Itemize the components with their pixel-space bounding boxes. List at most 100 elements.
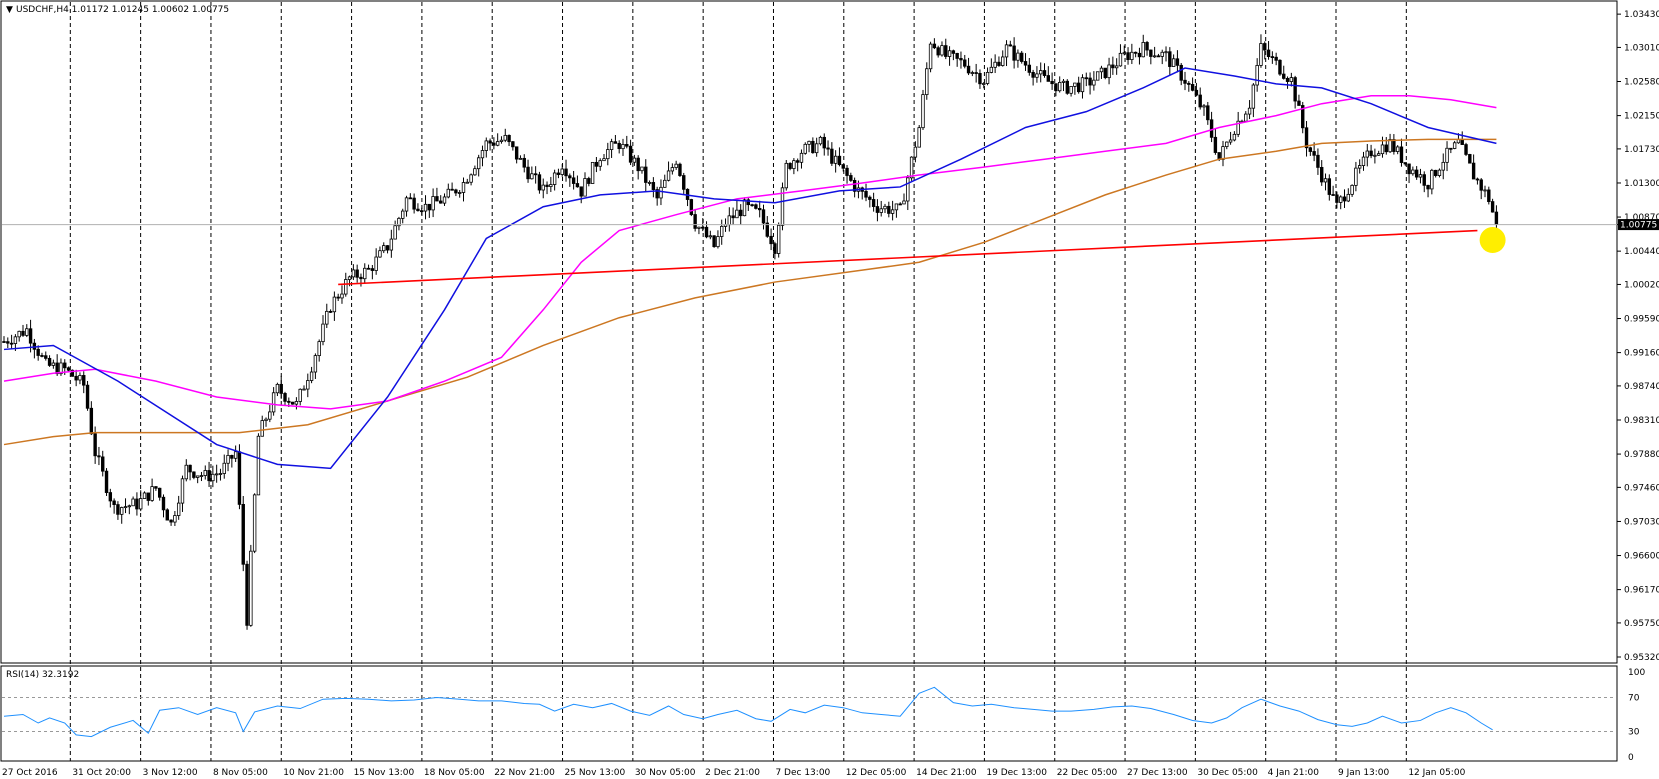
candle-body bbox=[636, 157, 640, 172]
price-tick-label: 1.00440 bbox=[1624, 247, 1659, 257]
candle-body bbox=[1035, 73, 1039, 78]
candle-body bbox=[252, 494, 257, 552]
candle bbox=[1452, 140, 1457, 150]
price-tick-label: 1.03010 bbox=[1624, 43, 1659, 53]
candle bbox=[925, 62, 929, 100]
candle-body bbox=[347, 276, 352, 280]
candle bbox=[993, 54, 997, 74]
candle bbox=[1388, 133, 1392, 154]
candle bbox=[678, 162, 682, 177]
support-trendline[interactable] bbox=[338, 229, 1478, 286]
candle bbox=[871, 192, 876, 212]
candle bbox=[1114, 58, 1119, 75]
candle bbox=[397, 216, 401, 231]
candle bbox=[716, 230, 720, 249]
time-axis: 27 Oct 2016 31 Oct 20:00 3 Nov 12:00 8 Nov … bbox=[2, 768, 1466, 778]
candle-body bbox=[978, 72, 982, 85]
candle bbox=[879, 200, 883, 217]
candle bbox=[1270, 51, 1275, 64]
candle bbox=[154, 486, 158, 491]
candle-body bbox=[6, 341, 10, 344]
candle-body bbox=[811, 140, 815, 154]
candle-body bbox=[13, 336, 18, 344]
candle-body bbox=[55, 362, 59, 375]
candle bbox=[655, 186, 659, 206]
candle-body bbox=[1365, 150, 1369, 158]
candle-body bbox=[682, 175, 686, 190]
candle bbox=[139, 490, 143, 512]
candle-body bbox=[1411, 169, 1415, 175]
candle bbox=[864, 183, 868, 202]
candle-body bbox=[1464, 144, 1468, 155]
candle-body bbox=[321, 323, 325, 343]
candle-body bbox=[283, 393, 287, 402]
candle bbox=[518, 155, 523, 160]
candle-body bbox=[226, 455, 230, 464]
chart-menu-arrow-icon[interactable]: ▼ bbox=[6, 5, 13, 15]
candle-body bbox=[309, 371, 314, 381]
moving-average-fast-line bbox=[3, 67, 1497, 470]
candle-body bbox=[51, 362, 56, 366]
candle-body bbox=[799, 152, 804, 163]
rsi-tick-label: 70 bbox=[1628, 694, 1640, 704]
candle-body bbox=[735, 209, 739, 219]
candle-body bbox=[1297, 100, 1301, 106]
candle bbox=[1373, 148, 1377, 164]
candle bbox=[978, 69, 982, 89]
candle-body bbox=[1137, 52, 1142, 58]
candle-body bbox=[864, 190, 868, 198]
candle bbox=[374, 248, 378, 275]
candle bbox=[1012, 37, 1016, 69]
candle bbox=[420, 207, 424, 216]
price-tick-label: 1.01730 bbox=[1624, 145, 1659, 155]
candle bbox=[363, 263, 367, 284]
candle-body bbox=[47, 357, 52, 366]
candle bbox=[199, 471, 204, 482]
candle bbox=[252, 493, 257, 554]
candle-body bbox=[325, 310, 329, 325]
candle-body bbox=[1141, 42, 1145, 58]
candle bbox=[921, 89, 925, 130]
candle bbox=[442, 193, 447, 206]
candle-body bbox=[890, 209, 895, 214]
candle bbox=[1228, 131, 1233, 145]
candle-body bbox=[704, 226, 709, 238]
candle-body bbox=[480, 150, 485, 159]
candle bbox=[1263, 41, 1267, 60]
candle bbox=[1441, 153, 1445, 180]
candle bbox=[1164, 46, 1168, 62]
candle bbox=[161, 494, 166, 518]
candle bbox=[1323, 173, 1328, 191]
candle-body bbox=[571, 177, 576, 184]
candle-body bbox=[1350, 184, 1354, 195]
candle-body bbox=[249, 550, 253, 626]
candle-body bbox=[1392, 139, 1396, 152]
highlight-marker bbox=[1479, 227, 1506, 254]
candle-body bbox=[720, 226, 724, 237]
time-tick-label: 8 Nov 05:00 bbox=[213, 768, 268, 778]
candle bbox=[530, 166, 534, 180]
candle-body bbox=[389, 238, 394, 251]
candle bbox=[776, 222, 781, 258]
candle-body bbox=[207, 470, 211, 482]
candle bbox=[290, 401, 295, 405]
candle bbox=[799, 149, 804, 169]
candle-body bbox=[1228, 139, 1233, 143]
candle-body bbox=[1263, 43, 1267, 51]
candle bbox=[207, 461, 211, 487]
candle bbox=[598, 158, 602, 171]
candle-body bbox=[218, 473, 223, 475]
candle bbox=[283, 391, 287, 406]
time-tick-label: 10 Nov 21:00 bbox=[283, 768, 344, 778]
candle-body bbox=[583, 178, 587, 197]
candle-body bbox=[663, 179, 667, 188]
price-tick-label: 0.97030 bbox=[1624, 517, 1659, 527]
candle-body bbox=[511, 141, 515, 148]
price-tick-label: 0.96170 bbox=[1624, 586, 1659, 596]
candle bbox=[268, 404, 272, 423]
candle-body bbox=[769, 235, 773, 245]
candle bbox=[621, 138, 625, 156]
candle-body bbox=[9, 342, 14, 345]
candle bbox=[1145, 40, 1149, 56]
candle bbox=[1057, 76, 1062, 93]
